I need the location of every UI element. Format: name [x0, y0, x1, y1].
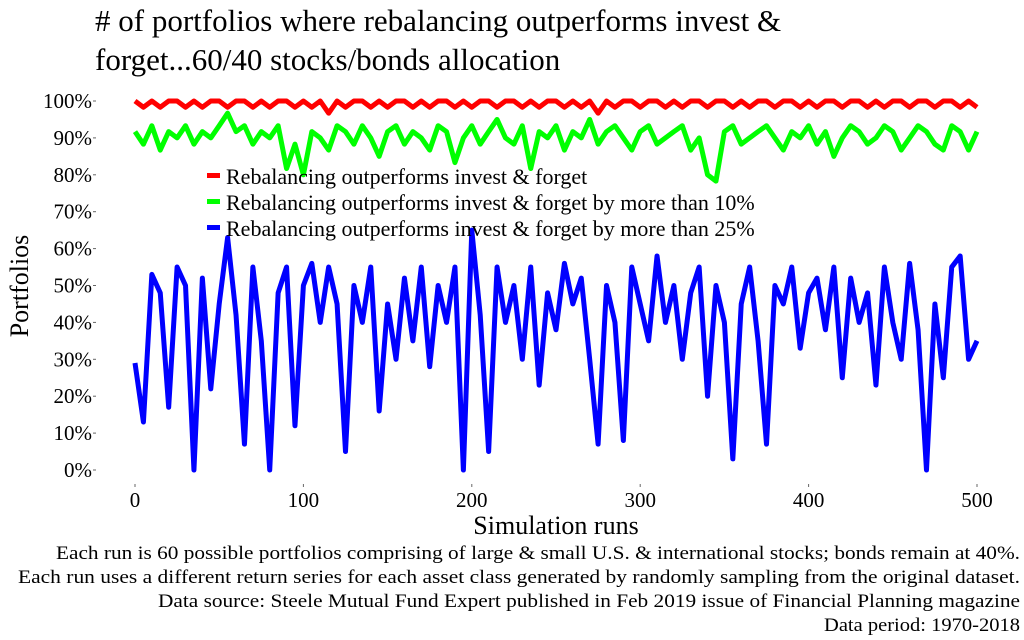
- x-tick-label: 200: [456, 488, 488, 512]
- caption-line-4: Data period: 1970-2018: [824, 615, 1020, 636]
- y-tick-label: 0%: [64, 458, 92, 482]
- y-tick-label: 20%: [54, 384, 93, 408]
- y-tick-label: 50%: [54, 274, 93, 298]
- caption-line-2: Each run uses a different return series …: [18, 567, 1020, 588]
- series-line-outperforms-25pct: [132, 227, 980, 473]
- caption-line-3: Data source: Steele Mutual Fund Expert p…: [158, 591, 1020, 612]
- chart-title-line-1: # of portfolios where rebalancing outper…: [95, 3, 781, 38]
- x-tick-label: 100: [288, 488, 320, 512]
- legend: Rebalancing outperforms invest & forget …: [207, 164, 755, 241]
- legend-swatch-green: [207, 199, 220, 204]
- y-tick-label: 60%: [54, 237, 93, 261]
- caption-line-1: Each run is 60 possible portfolios compr…: [56, 543, 1020, 564]
- series-line-outperforms-10pct: [132, 110, 980, 184]
- legend-label-3: Rebalancing outperforms invest & forget …: [226, 216, 755, 241]
- legend-swatch-blue: [207, 225, 220, 230]
- y-tick-label: 70%: [54, 200, 93, 224]
- series-lines: [132, 98, 980, 473]
- y-tick-label: 90%: [54, 126, 93, 150]
- x-tick-label: 400: [793, 488, 825, 512]
- x-axis-title: Simulation runs: [473, 511, 638, 540]
- y-tick-label: 40%: [54, 310, 93, 334]
- x-tick-label: 500: [961, 488, 993, 512]
- x-tick-label: 0: [130, 488, 141, 512]
- series-line-outperforms: [133, 98, 979, 116]
- y-tick-label: 10%: [54, 421, 93, 445]
- y-axis-title: Portfolios: [5, 235, 34, 338]
- chart-title-line-2: forget...60/40 stocks/bonds allocation: [95, 42, 561, 77]
- y-tick-label: 100%: [43, 89, 92, 113]
- x-tick-label: 300: [624, 488, 656, 512]
- legend-label-2: Rebalancing outperforms invest & forget …: [226, 190, 755, 215]
- legend-label-1: Rebalancing outperforms invest & forget: [226, 164, 587, 189]
- legend-swatch-red: [207, 173, 220, 178]
- y-tick-label: 80%: [54, 163, 93, 187]
- x-axis: 0 100 200 300 400 500: [130, 484, 993, 512]
- y-axis: 0% 10% 20% 30% 40% 50% 60% 70% 80% 90% 100%: [43, 89, 96, 482]
- y-tick-label: 30%: [54, 347, 93, 371]
